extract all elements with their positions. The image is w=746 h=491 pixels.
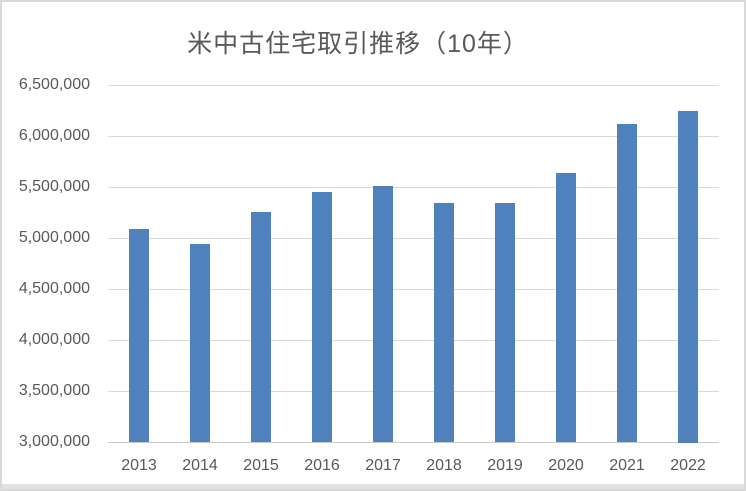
y-axis-tick-label: 4,500,000 (18, 280, 90, 297)
gridline (108, 136, 719, 137)
bar-2018 (434, 203, 454, 442)
x-axis-tick-label: 2017 (365, 457, 401, 474)
gridline (108, 289, 719, 290)
bar-2019 (495, 203, 515, 442)
x-axis-tick-label: 2021 (609, 457, 645, 474)
bar-2013 (129, 229, 149, 442)
y-axis-tick-label: 5,500,000 (18, 178, 90, 195)
bar-2021 (617, 124, 637, 442)
gridline (108, 340, 719, 341)
bar-2017 (373, 186, 393, 442)
chart-title: 米中古住宅取引推移（10年） (187, 30, 529, 58)
y-axis-tick-label: 6,500,000 (18, 76, 90, 93)
gridline (108, 391, 719, 392)
x-axis-line (108, 442, 719, 443)
x-axis-tick-label: 2019 (487, 457, 523, 474)
y-axis-tick-label: 6,000,000 (18, 127, 90, 144)
x-axis-tick-label: 2018 (426, 457, 462, 474)
y-axis-tick-label: 5,000,000 (18, 229, 90, 246)
y-axis-tick-label: 4,000,000 (18, 331, 90, 348)
x-axis-tick-label: 2022 (670, 457, 706, 474)
bar-2015 (251, 212, 271, 442)
gridline (108, 85, 719, 86)
x-axis-tick-label: 2015 (243, 457, 279, 474)
x-axis-tick-label: 2016 (304, 457, 340, 474)
gridline (108, 238, 719, 239)
bar-2020 (556, 173, 576, 442)
bar-2016 (312, 192, 332, 442)
bar-2014 (190, 244, 210, 442)
gridline (108, 187, 719, 188)
bottom-edge-strip (2, 484, 744, 489)
bar-2022 (678, 111, 698, 443)
y-axis-tick-label: 3,000,000 (18, 433, 90, 450)
y-axis-tick-label: 3,500,000 (18, 382, 90, 399)
x-axis-tick-label: 2020 (548, 457, 584, 474)
x-axis-tick-label: 2013 (121, 457, 157, 474)
x-axis-tick-label: 2014 (182, 457, 218, 474)
